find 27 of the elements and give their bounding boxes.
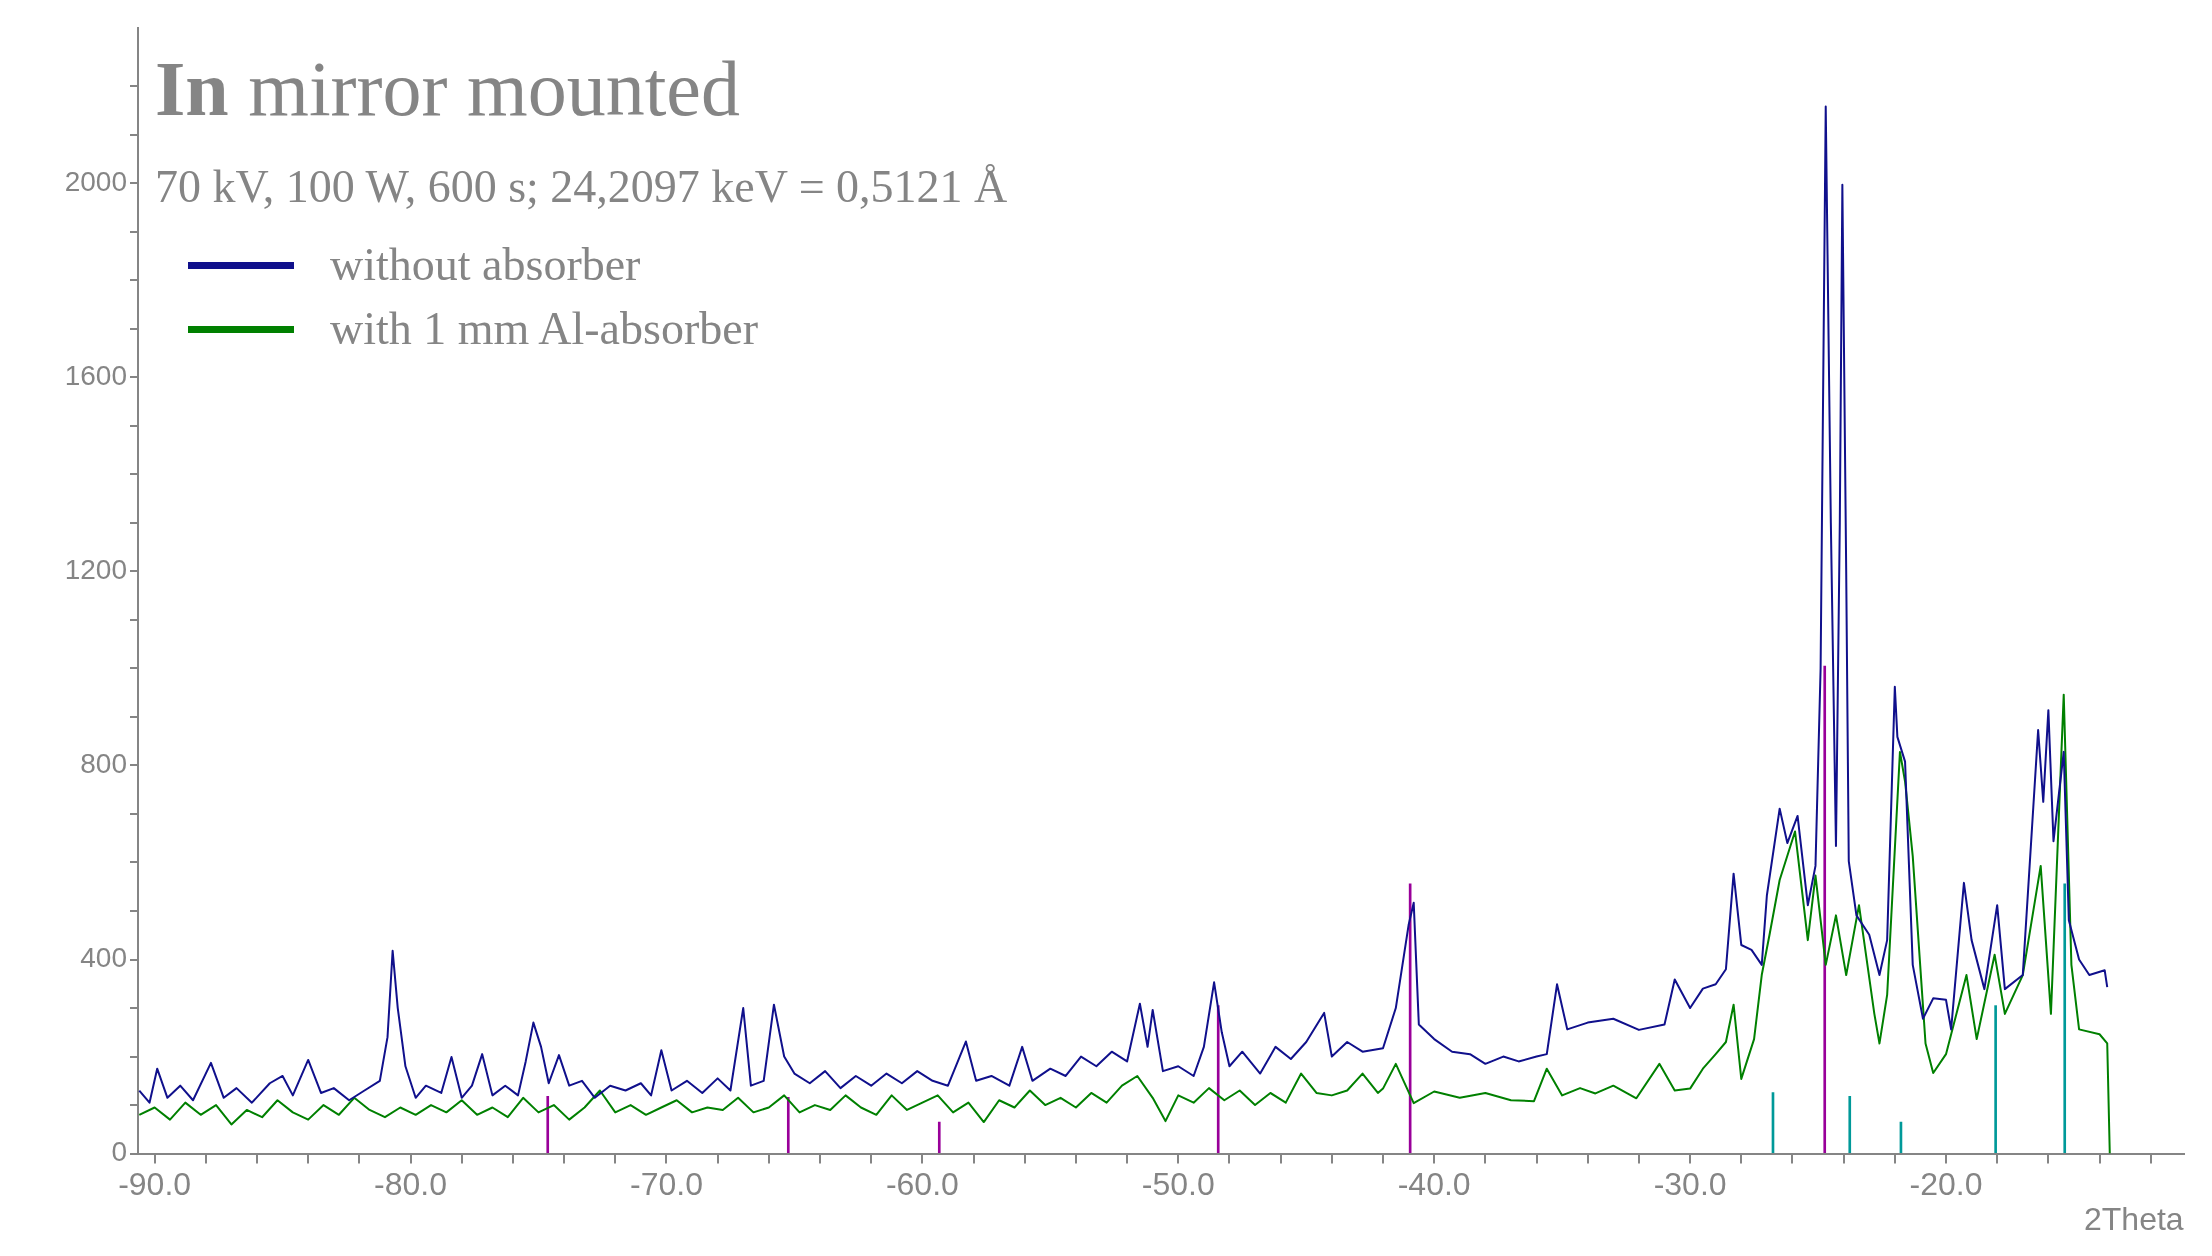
y-tick-label: 400 (80, 942, 127, 974)
y-tick-label: 0 (111, 1136, 127, 1168)
bar (786, 1096, 790, 1153)
text: 70 kV, 100 W, 600 s; 24,2097 keV = 0,5121 Å (155, 161, 1008, 212)
x-tick-label: -50.0 (1141, 1165, 1215, 1202)
x-tick-label: -80.0 (374, 1165, 448, 1202)
x-axis-title: 2Theta (2084, 1201, 2184, 1238)
bar (546, 1096, 550, 1153)
chart-title: In mirror mounted (155, 45, 740, 132)
x-tick-label: -30.0 (1653, 1165, 1727, 1202)
y-tick-label: 1600 (64, 360, 127, 392)
x-tick-label: -20.0 (1909, 1165, 1983, 1202)
y-tick-label: 800 (80, 748, 127, 780)
bar (937, 1121, 941, 1153)
bar (1848, 1096, 1852, 1153)
bar (1994, 1005, 1997, 1153)
bar (2063, 883, 2067, 1153)
bar (1823, 665, 1827, 1153)
legend-label: without absorber (330, 238, 641, 292)
y-tick-label: 2000 (64, 165, 127, 197)
x-tick-label: -40.0 (1397, 1165, 1471, 1202)
x-tick-label: -60.0 (885, 1165, 959, 1202)
legend-label: with 1 mm Al-absorber (330, 302, 758, 356)
x-tick-label: -90.0 (118, 1165, 192, 1202)
x-tick-label: -70.0 (629, 1165, 703, 1202)
bar (1216, 1005, 1220, 1153)
y-tick-label: 1200 (64, 554, 127, 586)
